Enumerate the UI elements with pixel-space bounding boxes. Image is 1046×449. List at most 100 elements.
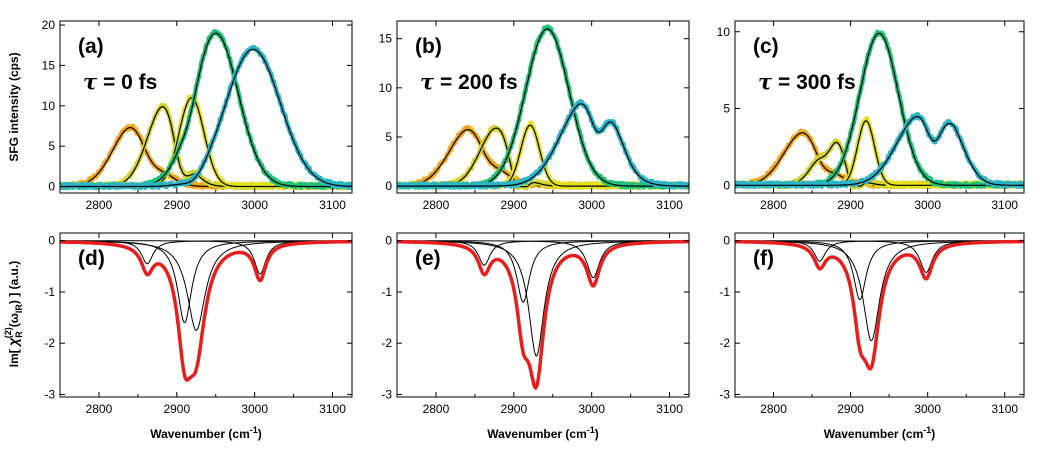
panel-a: 2800 2900 3000 3100 0 5 10 15 20 (a) τ = 0 fs — [42, 18, 353, 212]
y-tick-label: 0 — [385, 179, 392, 193]
y-tick-label: 10 — [379, 81, 393, 95]
y-tick-label: -2 — [44, 336, 55, 350]
y-tick-label: 0 — [48, 180, 55, 194]
tau-annotation: τ = 300 fs — [758, 69, 856, 94]
tau-symbol: τ — [83, 69, 98, 94]
y-tick-label: 0 — [723, 234, 730, 248]
x-tick-label: 3100 — [656, 198, 683, 212]
tau-value: = 0 fs — [97, 71, 157, 94]
y-tick-label: 20 — [42, 18, 56, 32]
y-tick-label: -3 — [719, 387, 730, 401]
x-tick-label: 2800 — [423, 402, 450, 416]
y-tick-label: 15 — [379, 32, 393, 46]
tau-symbol: τ — [420, 69, 435, 94]
x-tick-label: 2800 — [760, 198, 787, 212]
x-axis-label-text: Wavenumber (cm — [824, 427, 924, 441]
x-axis-label-text: Wavenumber (cm — [150, 427, 250, 441]
y-tick-label: -1 — [44, 285, 55, 299]
x-axis-label-sup: -1 — [923, 425, 931, 435]
plot-frame — [734, 20, 1025, 194]
x-tick-label: 2800 — [86, 198, 113, 212]
panel-e: 2800 2900 3000 3100 0 -1 -2 -3 (e) Wavenumber (cm… — [381, 232, 690, 441]
x-axis-label-text: Wavenumber (cm — [487, 427, 587, 441]
x-tick-label: 2900 — [163, 402, 190, 416]
y-axis-label-part: ) ] (a.u.) — [7, 261, 21, 304]
x-axis-label-close: ) — [258, 427, 262, 441]
x-axis-label-close: ) — [595, 427, 599, 441]
total-curve — [397, 239, 689, 391]
x-tick-label: 3000 — [914, 402, 941, 416]
x-tick-label: 3100 — [991, 198, 1018, 212]
x-tick-label: 3100 — [319, 198, 346, 212]
panel-d: 2800 2900 3000 3100 0 -1 -2 -3 (d) Wavenumber (cm… — [44, 232, 353, 441]
panel-label: (b) — [415, 35, 442, 58]
x-tick-label: 2800 — [760, 402, 787, 416]
plot-area — [735, 29, 1024, 190]
y-tick-label: 10 — [42, 99, 56, 113]
panel-f: 2800 2900 3000 3100 0 -1 -2 -3 (f) Wavenumber (cm… — [719, 232, 1025, 441]
x-tick-label: 2900 — [837, 402, 864, 416]
plot-frame — [734, 232, 1025, 398]
y-axis-label-part: (ω — [7, 313, 21, 327]
x-tick-label: 2900 — [163, 198, 190, 212]
plot-area — [735, 239, 1024, 371]
y-tick-label: -3 — [381, 387, 392, 401]
tau-value: = 200 fs — [434, 71, 517, 94]
x-axis-label: Wavenumber (cm-1) — [824, 425, 936, 441]
x-tick-label: 3000 — [241, 198, 268, 212]
panel-b: 2800 2900 3000 3100 0 5 10 15 (b) τ = 200 fs — [379, 20, 690, 212]
y-tick-label: 5 — [723, 102, 730, 116]
x-axis-label: Wavenumber (cm-1) — [487, 425, 599, 441]
y-tick-label: 10 — [717, 25, 731, 39]
plot-frame — [59, 232, 353, 398]
x-tick-label: 3000 — [578, 402, 605, 416]
x-tick-label: 2800 — [86, 402, 113, 416]
x-axis-label: Wavenumber (cm-1) — [150, 425, 262, 441]
y-tick-label: 15 — [42, 58, 56, 72]
plot-area — [397, 239, 689, 391]
y-tick-label: 5 — [48, 139, 55, 153]
tau-value: = 300 fs — [772, 71, 855, 94]
panel-label: (f) — [753, 247, 774, 270]
y-tick-label: 0 — [385, 234, 392, 248]
y-axis-label-part: R — [14, 331, 24, 338]
x-tick-label: 3000 — [578, 198, 605, 212]
fit-curve-5 — [60, 48, 352, 188]
plot-area — [60, 239, 352, 382]
tau-annotation: τ = 200 fs — [420, 69, 518, 94]
y-tick-label: -1 — [719, 285, 730, 299]
total-curve — [60, 239, 352, 382]
y-axis-label-part: (2) — [3, 327, 13, 338]
total-curve — [735, 239, 1024, 371]
y-axis-label-part: IR — [14, 304, 24, 314]
x-axis-label-sup: -1 — [250, 425, 258, 435]
panel-label: (e) — [415, 247, 441, 270]
y-tick-label: 0 — [723, 178, 730, 192]
x-tick-label: 3000 — [241, 402, 268, 416]
panel-label: (d) — [78, 247, 105, 270]
plot-frame — [396, 232, 690, 398]
fit-curve-5 — [397, 103, 689, 187]
y-tick-label: -2 — [381, 336, 392, 350]
data-series-5 — [735, 111, 1024, 190]
x-axis-label-close: ) — [931, 427, 935, 441]
y-axis-label-top: SFG intensity (cps) — [7, 52, 21, 161]
x-tick-label: 3100 — [991, 402, 1018, 416]
y-axis-label-part: Im[ — [7, 346, 21, 367]
component-curve-4 — [397, 240, 689, 279]
panel-label: (c) — [753, 35, 779, 58]
x-tick-label: 3100 — [319, 402, 346, 416]
x-tick-label: 3000 — [914, 198, 941, 212]
y-axis-label-bottom: Im[ χR(2)(ωIR) ] (a.u.) — [3, 261, 24, 367]
y-tick-label: -3 — [44, 387, 55, 401]
panel-label: (a) — [78, 35, 104, 58]
x-tick-label: 2800 — [423, 198, 450, 212]
y-tick-label: 0 — [48, 234, 55, 248]
data-series-5 — [397, 98, 689, 190]
plot-frame — [59, 20, 353, 194]
y-axis-label-part: χ — [5, 337, 21, 348]
y-tick-label: -1 — [381, 285, 392, 299]
fit-curve-3 — [60, 97, 352, 188]
tau-annotation: τ = 0 fs — [83, 69, 157, 94]
